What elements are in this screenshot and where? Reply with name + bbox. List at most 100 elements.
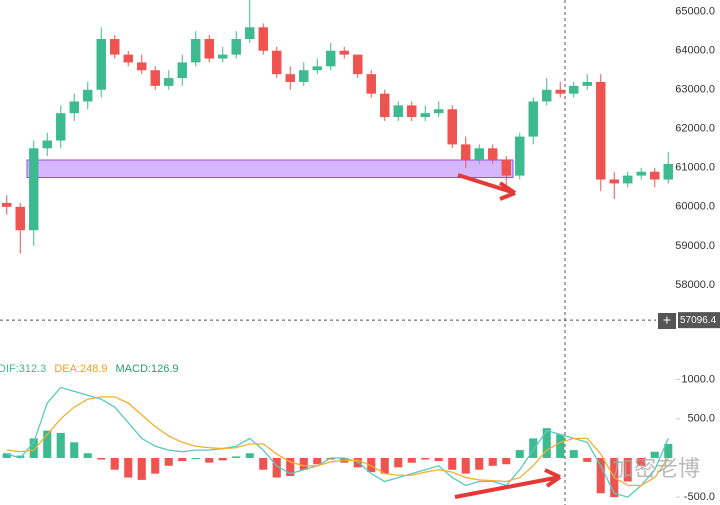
histogram-bar: [367, 457, 376, 473]
candle-body: [515, 136, 525, 176]
candle-body: [42, 140, 52, 149]
histogram-bar: [542, 428, 551, 458]
candle-body: [191, 39, 201, 63]
arrow: [457, 173, 517, 201]
y-tick-label: 60000.0: [675, 201, 715, 213]
histogram-bar: [313, 457, 322, 465]
candle-body: [353, 54, 363, 75]
histogram-bar: [623, 457, 632, 482]
legend-entry: MACD:126.9: [116, 363, 179, 375]
legend-entry: DIF:312.3: [0, 363, 46, 375]
candle-body: [299, 70, 309, 82]
histogram-bar: [407, 457, 416, 463]
y-tick-label: 62000.0: [675, 123, 715, 135]
candle-body: [461, 144, 471, 160]
y-tick-label: 1000.0: [681, 374, 715, 386]
price-pane: 58000.0 59000.0 60000.0 61000.0 62000.0 63000…: [0, 0, 720, 329]
candle-body: [434, 109, 444, 114]
histogram-bar: [29, 438, 38, 458]
legend-entry: DEA:248.9: [54, 363, 107, 375]
histogram-bar: [245, 453, 254, 458]
candle-body: [29, 148, 39, 231]
histogram-bar: [394, 457, 403, 468]
y-tick-label: 61000.0: [675, 162, 715, 174]
candle-body: [204, 39, 214, 59]
candle-body: [501, 160, 511, 176]
candle-body: [2, 202, 12, 207]
y-tick-label: 64000.0: [675, 45, 715, 57]
candle-body: [528, 101, 538, 137]
candle-body: [231, 39, 241, 55]
histogram-bar: [272, 457, 281, 478]
add-button[interactable]: [658, 313, 676, 329]
histogram-bar: [326, 457, 335, 460]
candle-body: [218, 54, 228, 59]
legend: DIF:312.3 DEA:248.9 MACD:126.9: [0, 363, 179, 375]
indicator-line: [6, 386, 669, 498]
candle-body: [447, 109, 457, 145]
histogram-bar: [569, 450, 578, 458]
candle-body: [420, 113, 430, 118]
candle-body: [339, 50, 349, 55]
candle-body: [393, 105, 403, 118]
histogram-bar: [110, 457, 119, 470]
y-tick-label: 63000.0: [675, 84, 715, 96]
histogram-bar: [286, 457, 295, 476]
histogram-bar: [529, 438, 538, 458]
candle-body: [488, 148, 498, 160]
crosshair-label: 57096.4: [680, 315, 717, 326]
histogram-bar: [70, 442, 79, 458]
candle-body: [177, 62, 187, 79]
histogram-bar: [124, 457, 133, 478]
candle-body: [96, 39, 106, 90]
candle-body: [636, 171, 646, 176]
highlight-zone: [26, 159, 514, 179]
histogram-bar: [151, 457, 160, 474]
add-icon[interactable]: +: [663, 312, 671, 328]
histogram-bar: [56, 432, 65, 458]
y-tick-label: -500.0: [684, 491, 715, 503]
candle-body: [150, 70, 160, 86]
histogram-bar: [461, 457, 470, 474]
histogram-bar: [515, 450, 524, 458]
histogram-bar: [650, 451, 659, 458]
candle-body: [15, 206, 25, 231]
candle-body: [609, 179, 619, 184]
candle-body: [663, 163, 673, 180]
candle-body: [123, 54, 133, 63]
y-tick-label: 59000.0: [675, 240, 715, 252]
candle-body: [285, 74, 295, 82]
histogram-bar: [583, 457, 592, 462]
candle-body: [326, 50, 336, 67]
candle-body: [56, 113, 66, 141]
histogram-bar: [2, 453, 11, 458]
candle-body: [258, 27, 268, 51]
arrow: [454, 468, 562, 499]
candle-body: [137, 62, 147, 71]
candle-body: [582, 81, 592, 86]
candle-body: [312, 66, 322, 71]
histogram-bar: [502, 457, 511, 465]
macd-pane: -500.0 500.0 1000.0 DIF:312.3 DEA:248.9 MACD:…: [0, 363, 715, 503]
histogram-bar: [164, 457, 173, 466]
candle-body: [245, 27, 255, 40]
candle-body: [555, 89, 565, 94]
histogram-bar: [664, 443, 673, 458]
candle-body: [366, 74, 376, 94]
histogram-bar: [232, 456, 241, 458]
histogram-bar: [259, 457, 268, 470]
candle-body: [407, 105, 417, 118]
y-tick-label: 58000.0: [675, 279, 715, 291]
indicator-line: [6, 396, 669, 487]
histogram-bar: [488, 457, 497, 466]
histogram-bar: [596, 457, 605, 494]
histogram-bar: [191, 457, 200, 459]
candle-body: [623, 175, 633, 184]
candle-body: [69, 101, 79, 114]
candle-body: [569, 85, 579, 94]
candle-body: [380, 93, 390, 118]
candle-body: [83, 89, 93, 102]
histogram-bar: [556, 434, 565, 458]
histogram-bar: [434, 457, 443, 462]
